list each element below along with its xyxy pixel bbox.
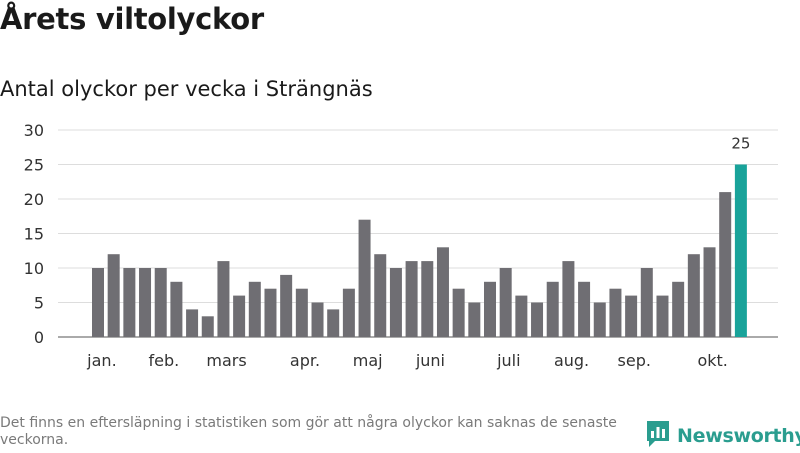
x-tick-label: jan. <box>86 351 116 370</box>
bar <box>562 261 575 337</box>
bar <box>217 261 230 337</box>
bar <box>248 281 261 337</box>
bar <box>405 261 418 337</box>
y-tick-label: 20 <box>24 190 44 209</box>
bar <box>342 288 355 337</box>
chart-title: Årets viltolyckor <box>0 2 264 36</box>
bar <box>578 281 591 337</box>
x-tick-label: apr. <box>290 351 320 370</box>
bar-highlight <box>734 164 747 337</box>
bar-chart: 0 5 10 15 20 25 30 jan. feb. mars apr. maj juni juli… <box>24 121 778 370</box>
newsworthy-icon <box>645 419 671 453</box>
bars <box>92 164 747 337</box>
bar <box>295 288 308 337</box>
x-tick-label: aug. <box>554 351 589 370</box>
y-tick-label: 0 <box>34 328 44 347</box>
bar <box>374 254 387 337</box>
y-tick-label: 30 <box>24 121 44 140</box>
bar <box>719 192 732 337</box>
x-tick-label: mars <box>206 351 246 370</box>
bar <box>154 268 167 337</box>
bar <box>546 281 559 337</box>
bar <box>107 254 120 337</box>
y-tick-label: 25 <box>24 156 44 175</box>
bar <box>531 302 544 337</box>
x-tick-label: feb. <box>148 351 179 370</box>
bar <box>92 268 104 337</box>
bar <box>264 288 277 337</box>
y-tick-label: 15 <box>24 225 44 244</box>
bar <box>123 268 136 337</box>
bar <box>687 254 700 337</box>
bar <box>186 309 199 337</box>
bar <box>499 268 512 337</box>
bar <box>389 268 402 337</box>
bar <box>280 274 293 337</box>
y-tick-label: 10 <box>24 259 44 278</box>
bar <box>640 268 653 337</box>
bar <box>452 288 465 337</box>
bar <box>593 302 606 337</box>
newsworthy-logo[interactable]: Newsworthy <box>645 419 800 453</box>
x-tick-label: sep. <box>618 351 651 370</box>
brand-name: Newsworthy <box>677 425 800 447</box>
bar <box>703 247 716 337</box>
x-axis-ticks: jan. feb. mars apr. maj juni juli aug. sep. okt. <box>86 351 728 370</box>
bar <box>311 302 324 337</box>
x-tick-label: juni <box>415 351 445 370</box>
bar <box>327 309 340 337</box>
bar <box>515 295 528 337</box>
footnote: Det finns en eftersläpning i statistiken… <box>0 415 617 448</box>
data-labels: 25 <box>731 135 750 153</box>
y-tick-label: 5 <box>34 294 44 313</box>
chart-subtitle: Antal olyckor per vecka i Strängnäs <box>0 77 373 101</box>
y-axis-ticks: 0 5 10 15 20 25 30 <box>24 121 44 347</box>
bar <box>436 247 449 337</box>
bar <box>170 281 183 337</box>
bar <box>672 281 685 337</box>
highlight-value-label: 25 <box>731 135 750 153</box>
bar <box>625 295 638 337</box>
bar <box>201 316 214 337</box>
bar <box>656 295 669 337</box>
bar <box>358 219 371 337</box>
bar <box>484 281 496 337</box>
bar <box>233 295 246 337</box>
x-tick-label: okt. <box>697 351 727 370</box>
bar <box>421 261 434 337</box>
x-tick-label: juli <box>496 351 520 370</box>
x-tick-label: maj <box>353 351 383 370</box>
bar <box>609 288 622 337</box>
bar <box>468 302 481 337</box>
bar <box>139 268 152 337</box>
